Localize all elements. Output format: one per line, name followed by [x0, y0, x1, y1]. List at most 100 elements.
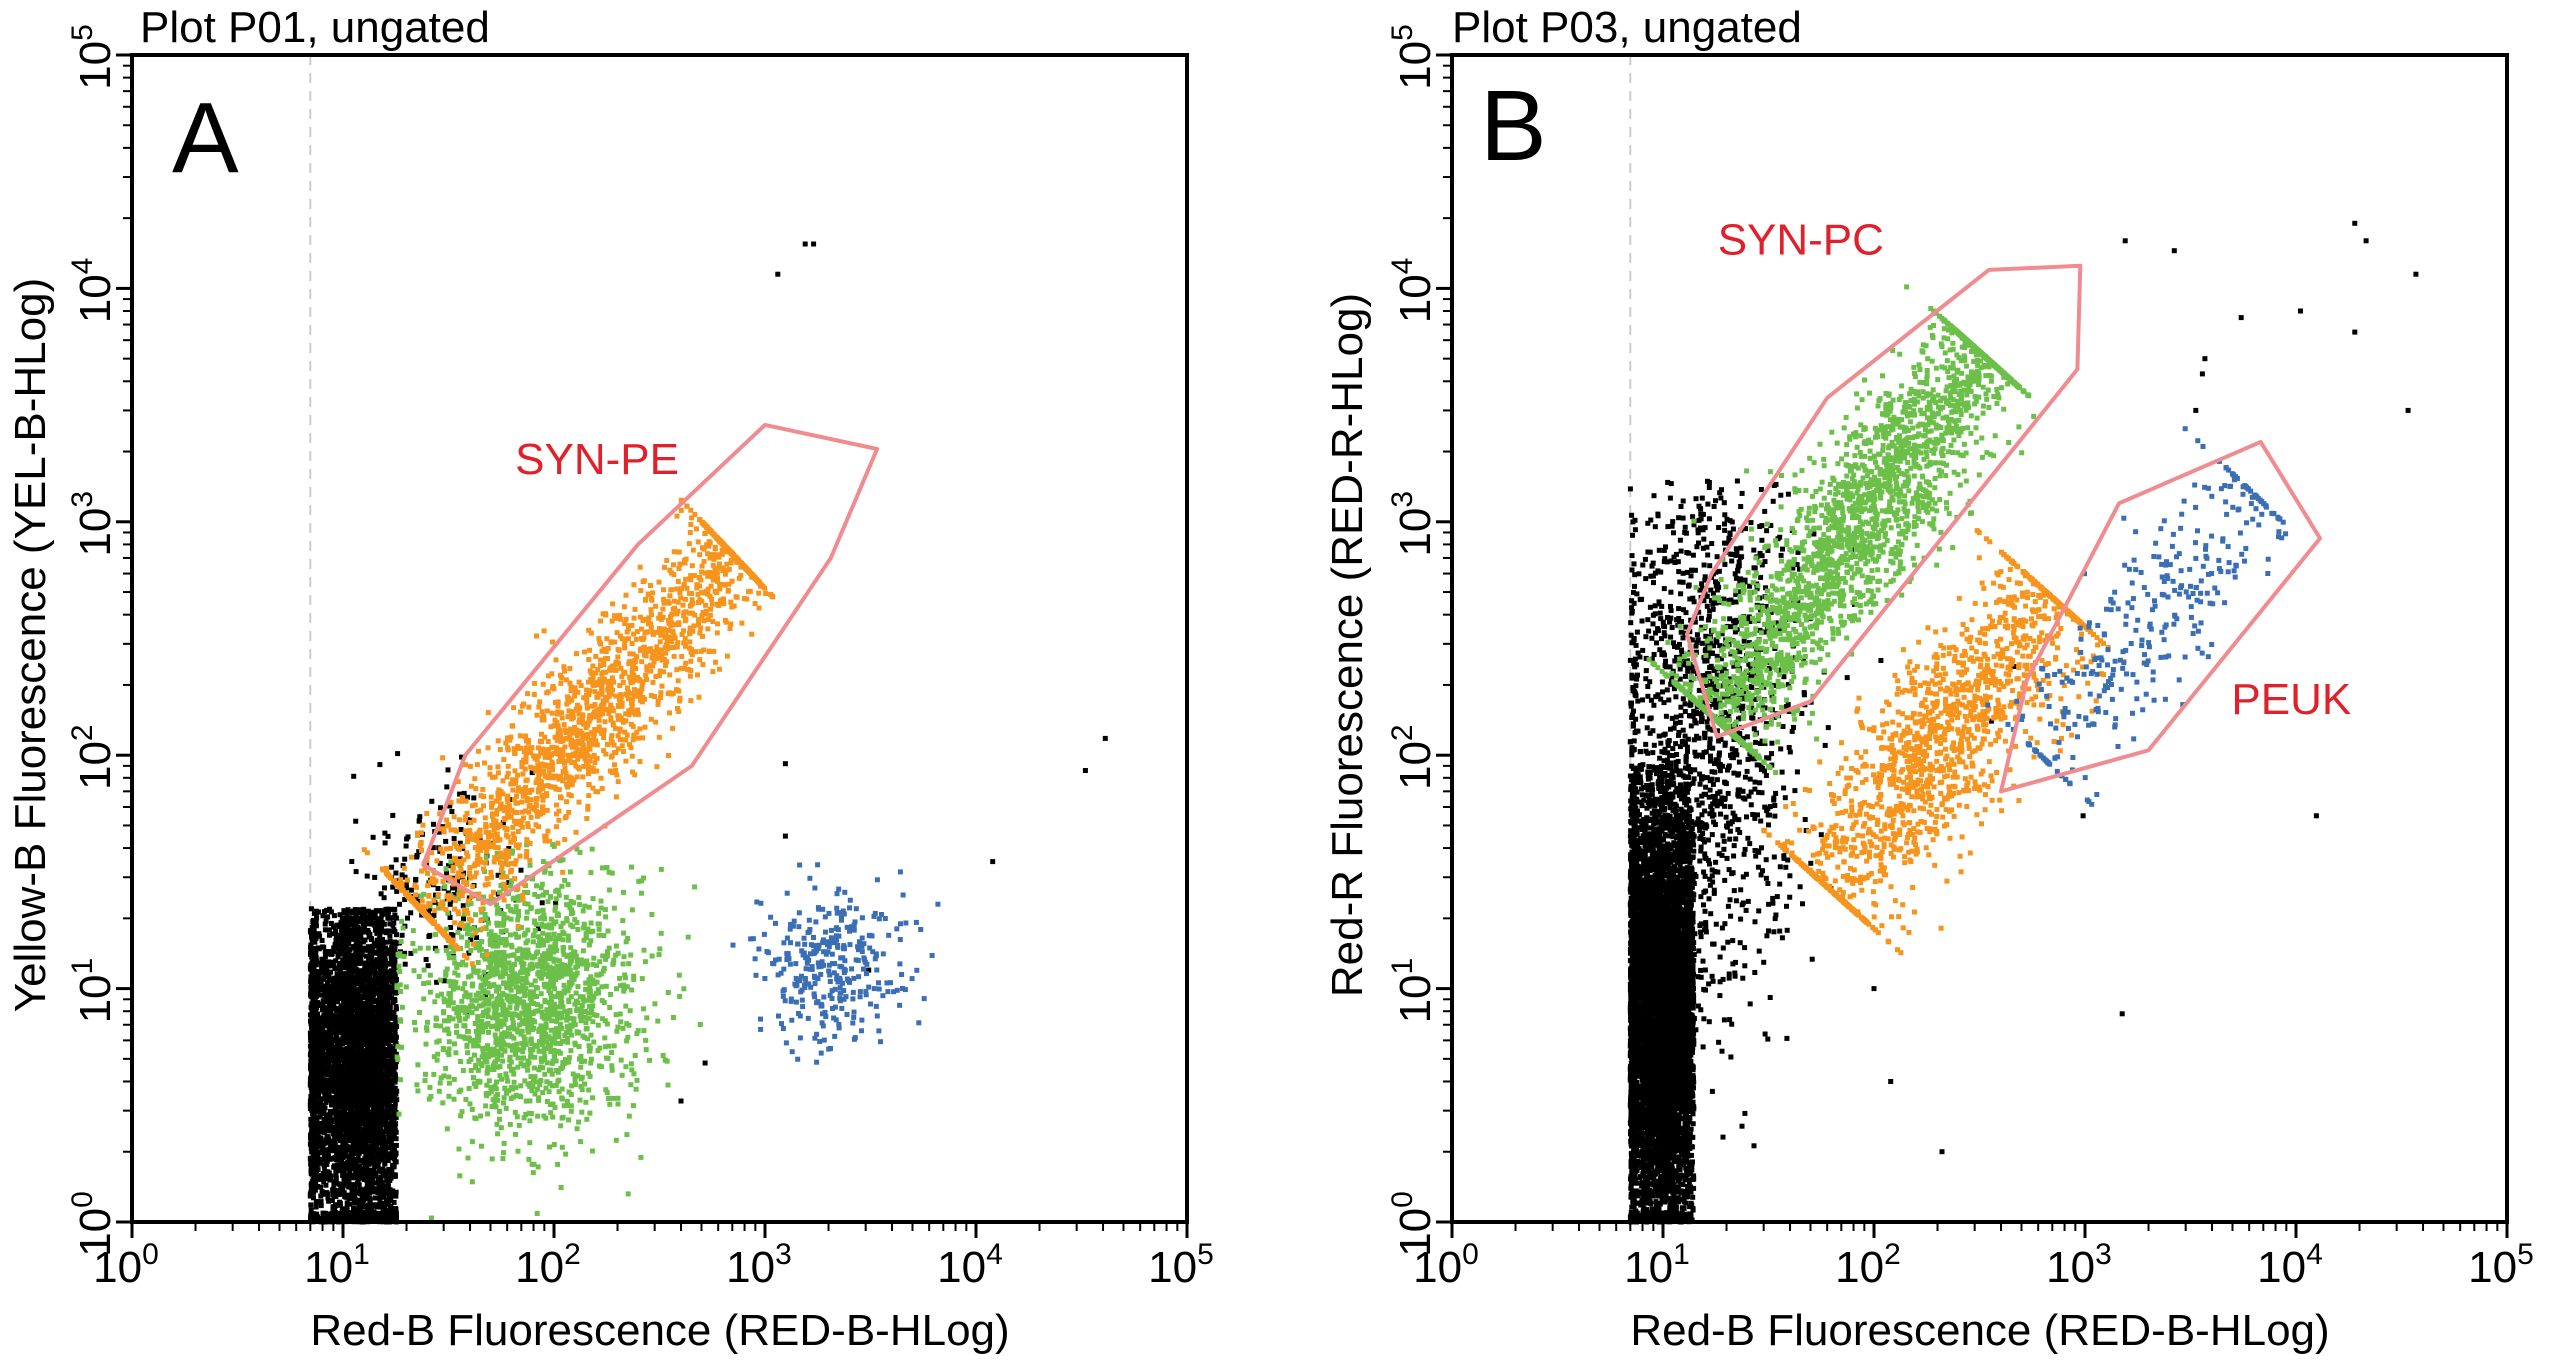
data-point: [324, 1190, 330, 1196]
data-point: [414, 1082, 420, 1088]
data-point: [413, 876, 419, 882]
data-point: [382, 1035, 388, 1041]
data-point: [313, 1109, 319, 1115]
data-point: [333, 958, 339, 964]
data-point: [309, 1145, 315, 1151]
data-point: [392, 1079, 398, 1085]
data-point: [382, 1016, 388, 1022]
data-point: [346, 941, 352, 947]
data-point: [383, 963, 389, 969]
data-point: [314, 1118, 320, 1124]
data-point: [346, 915, 352, 921]
data-point: [352, 1074, 358, 1080]
data-point: [387, 1187, 393, 1193]
data-point: [331, 1124, 337, 1130]
data-point: [320, 1049, 326, 1055]
data-point: [413, 1027, 418, 1033]
data-point: [383, 1074, 389, 1080]
data-point: [392, 1036, 398, 1042]
data-point: [361, 911, 367, 917]
panel-label: A: [172, 82, 239, 194]
data-point: [330, 1186, 336, 1192]
data-point: [319, 1189, 325, 1195]
data-point: [417, 1010, 422, 1015]
data-point: [423, 957, 429, 962]
data-point: [364, 1132, 370, 1138]
data-point: [395, 751, 401, 757]
data-point: [338, 1116, 344, 1122]
data-point: [319, 970, 325, 976]
data-point: [381, 1109, 387, 1115]
data-point: [327, 1001, 333, 1007]
data-point: [310, 1066, 316, 1072]
data-point: [1102, 735, 1108, 741]
data-point: [309, 1117, 315, 1123]
data-point: [324, 1045, 330, 1051]
data-point: [331, 1132, 337, 1138]
data-point: [389, 1065, 395, 1071]
data-point: [331, 1182, 337, 1188]
data-point: [339, 1020, 345, 1025]
data-point: [372, 1074, 378, 1080]
data-point: [345, 979, 351, 985]
data-point: [501, 1095, 507, 1101]
data-point: [322, 1056, 328, 1062]
data-point: [373, 1005, 379, 1011]
data-point: [370, 1168, 376, 1174]
data-point: [380, 1206, 386, 1212]
data-point: [539, 900, 545, 906]
data-point: [377, 1157, 383, 1163]
data-point: [990, 859, 996, 865]
data-point: [317, 933, 323, 939]
data-point: [376, 920, 382, 926]
data-point: [308, 929, 314, 935]
data-point: [314, 1199, 320, 1204]
data-point: [360, 1058, 366, 1064]
data-series: [307, 906, 400, 1225]
data-point: [311, 1195, 316, 1201]
data-point: [381, 1025, 387, 1030]
data-point: [359, 926, 365, 932]
data-point: [349, 1102, 355, 1108]
data-point: [447, 853, 452, 859]
data-point: [312, 1135, 318, 1141]
data-point: [379, 1041, 385, 1047]
data-point: [353, 818, 359, 824]
data-point: [392, 939, 398, 945]
data-point: [375, 1163, 381, 1169]
data-point: [458, 827, 464, 832]
data-point: [367, 948, 373, 954]
data-point: [382, 840, 388, 846]
data-point: [462, 981, 468, 987]
data-point: [308, 1137, 314, 1143]
data-point: [392, 1014, 398, 1020]
data-point: [337, 980, 343, 986]
data-point: [357, 1142, 363, 1148]
data-point: [347, 1170, 353, 1176]
data-point: [358, 1191, 364, 1197]
data-point: [327, 1156, 333, 1162]
data-point: [367, 988, 372, 994]
data-point: [320, 1176, 326, 1182]
data-point: [327, 906, 333, 912]
data-point: [325, 1195, 331, 1201]
data-point: [449, 809, 455, 814]
data-point: [358, 935, 364, 941]
data-point: [351, 1015, 357, 1021]
data-point: [330, 992, 336, 998]
data-point: [588, 870, 594, 876]
data-point: [802, 241, 808, 247]
data-point: [322, 1105, 328, 1111]
data-point: [498, 928, 504, 934]
data-point: [333, 1109, 338, 1115]
data-point: [377, 929, 383, 935]
data-point: [392, 1101, 398, 1107]
data-point: [342, 1114, 348, 1120]
data-point: [346, 1156, 352, 1162]
data-point: [443, 838, 449, 844]
data-point: [393, 870, 399, 876]
data-point: [309, 972, 315, 978]
data-point: [447, 915, 453, 920]
data-point: [340, 924, 346, 930]
data-point: [361, 906, 367, 912]
